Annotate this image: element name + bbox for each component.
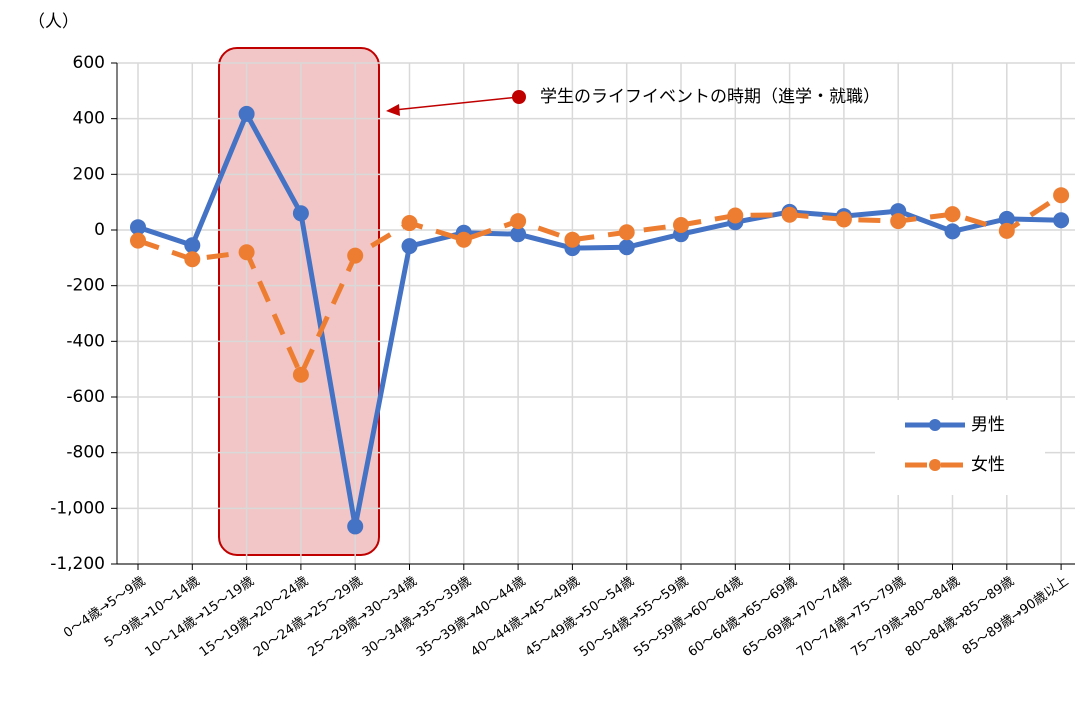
- marker: [292, 366, 309, 383]
- marker: [130, 232, 146, 249]
- marker: [510, 213, 527, 230]
- marker: [998, 222, 1015, 239]
- marker: [292, 205, 309, 222]
- y-tick-label: -800: [66, 443, 105, 463]
- marker: [184, 251, 201, 268]
- series-line: [137, 193, 1063, 381]
- marker: [998, 210, 1015, 227]
- marker: [1053, 187, 1070, 204]
- y-tick-label: 0: [94, 220, 105, 240]
- y-tick-label: 200: [73, 164, 105, 184]
- y-tick-label: -1,000: [50, 498, 105, 518]
- marker: [1053, 212, 1070, 229]
- marker: [944, 223, 961, 240]
- legend-label: 女性: [971, 455, 1005, 475]
- marker: [347, 518, 364, 535]
- legend-label: 男性: [971, 415, 1005, 435]
- marker: [781, 206, 798, 223]
- y-tick-label: -200: [66, 276, 105, 296]
- marker: [238, 105, 255, 122]
- y-axis-label: （人）: [28, 12, 79, 32]
- marker: [347, 247, 364, 264]
- marker: [238, 244, 255, 261]
- annotation-arrow: [393, 96, 520, 111]
- annotation: 学生のライフイベントの時期（進学・就職）: [540, 87, 880, 107]
- marker: [510, 226, 527, 243]
- marker: [455, 231, 472, 248]
- marker: [401, 238, 418, 255]
- marker: [564, 231, 581, 248]
- marker: [618, 239, 635, 256]
- marker: [618, 224, 635, 241]
- marker: [944, 206, 961, 223]
- marker: [130, 219, 146, 236]
- marker: [890, 213, 907, 230]
- y-tick-label: -1,200: [50, 554, 105, 574]
- legend-marker: [929, 419, 941, 431]
- y-tick-label: -400: [66, 331, 105, 351]
- plot: [111, 62, 1075, 570]
- legend: [875, 400, 1045, 495]
- legend-marker: [929, 459, 941, 471]
- y-tick-label: 400: [73, 109, 105, 129]
- marker: [727, 207, 744, 224]
- annotation-dot: [512, 90, 526, 104]
- marker: [835, 211, 852, 228]
- y-tick-label: 600: [73, 53, 105, 73]
- marker: [673, 216, 689, 233]
- x-tick-label: 5〜9歳→10〜14歳: [102, 574, 203, 651]
- series-line: [137, 108, 1062, 527]
- marker: [401, 215, 418, 232]
- y-tick-label: -600: [66, 387, 105, 407]
- marker: [184, 237, 201, 254]
- arrow-head: [386, 104, 400, 116]
